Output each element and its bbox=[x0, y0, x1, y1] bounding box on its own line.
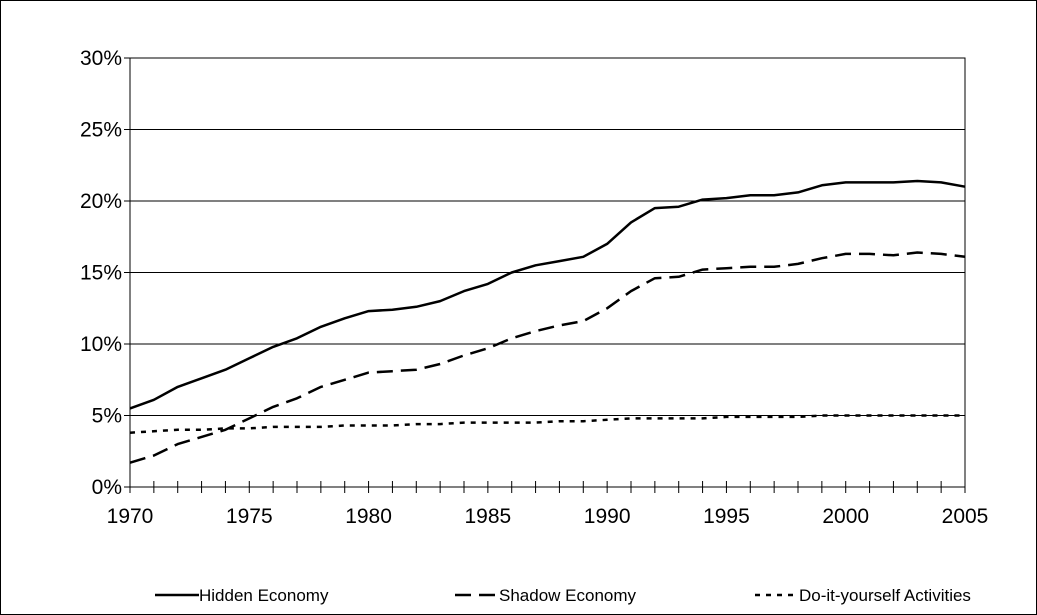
series-line-shadow-economy bbox=[129, 251, 966, 464]
legend: Hidden Economy Shadow Economy Do-it-yourse… bbox=[155, 586, 971, 605]
x-axis-ticks: 1970 1975 1980 1985 1990 1995 2000 2005 bbox=[107, 481, 989, 528]
y-axis-ticks: 0% 5% 10% 15% 20% 25% 30% bbox=[80, 47, 130, 499]
x-tick-label: 2005 bbox=[942, 505, 989, 528]
x-tick-label: 1975 bbox=[226, 505, 273, 528]
x-tick-label: 1985 bbox=[464, 505, 511, 528]
y-tick-label: 15% bbox=[80, 262, 122, 285]
x-tick-label: 1995 bbox=[703, 505, 750, 528]
x-tick-label: 2000 bbox=[822, 505, 869, 528]
y-tick-label: 30% bbox=[80, 47, 122, 70]
y-tick-label: 5% bbox=[92, 405, 122, 428]
x-tick-label: 1970 bbox=[107, 505, 154, 528]
y-tick-label: 25% bbox=[80, 119, 122, 142]
series-lines bbox=[129, 179, 966, 464]
x-tick-label: 1990 bbox=[584, 505, 631, 528]
legend-label: Do-it-yourself Activities bbox=[799, 586, 971, 605]
series-line-hidden-economy bbox=[129, 179, 966, 410]
y-tick-label: 20% bbox=[80, 190, 122, 213]
y-tick-label: 0% bbox=[92, 476, 122, 499]
legend-label: Shadow Economy bbox=[499, 586, 637, 605]
x-tick-label: 1980 bbox=[345, 505, 392, 528]
series-line-do-it-yourself-activities bbox=[129, 414, 965, 434]
y-tick-label: 10% bbox=[80, 333, 122, 356]
legend-label: Hidden Economy bbox=[199, 586, 329, 605]
